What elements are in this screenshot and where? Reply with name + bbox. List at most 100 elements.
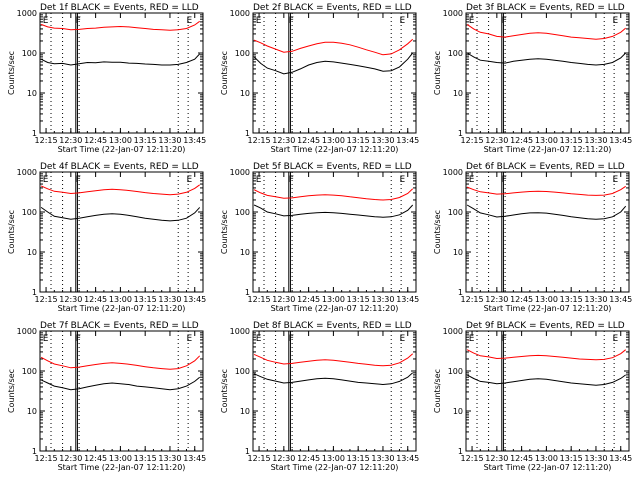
y-tick-label: 1 <box>32 129 37 138</box>
lld-series-line <box>466 185 626 196</box>
x-tick-label: 13:45 <box>396 454 419 463</box>
events-series-line <box>253 372 414 386</box>
panel-det-1: Det 1f BLACK = Events, RED = LLD 1 10 100 10… <box>7 3 206 154</box>
x-tick-label: 12:30 <box>59 454 82 463</box>
event-marker-letter: E <box>612 334 618 344</box>
y-tick-label: 1000 <box>230 168 250 177</box>
x-tick-label: 13:45 <box>396 295 419 304</box>
y-tick-label: 10 <box>453 407 463 416</box>
y-tick-label: 100 <box>448 367 463 376</box>
x-tick-label: 13:30 <box>371 136 394 145</box>
events-series-line <box>40 376 201 391</box>
x-tick-label: 13:15 <box>134 295 157 304</box>
y-tick-label: 1000 <box>230 327 250 336</box>
panel-title: Det 6f BLACK = Events, RED = LLD <box>466 162 625 172</box>
y-tick-label: 1000 <box>443 168 463 177</box>
x-tick-label: 12:45 <box>84 454 107 463</box>
y-axis-label: Counts/sec <box>433 210 442 254</box>
lld-series-line <box>466 349 627 361</box>
x-axis-label: Start Time (22-Jan-07 12:11:20) <box>58 145 186 154</box>
event-marker-letter: E <box>186 16 192 26</box>
y-tick-label: 100 <box>235 367 250 376</box>
event-marker-letter: F <box>502 175 507 185</box>
panel-title: Det 9f BLACK = Events, RED = LLD <box>466 321 625 331</box>
panel-title: Det 1f BLACK = Events, RED = LLD <box>40 3 199 13</box>
y-tick-label: 10 <box>27 89 37 98</box>
x-tick-label: 13:45 <box>609 454 632 463</box>
x-tick-label: 12:45 <box>297 295 320 304</box>
y-tick-label: 10 <box>240 89 250 98</box>
panel-det-3: Det 3f BLACK = Events, RED = LLD 1 10 100 10… <box>433 3 632 154</box>
y-tick-label: 100 <box>448 208 463 217</box>
x-tick-label: 12:45 <box>84 295 107 304</box>
event-marker-letter: E <box>612 175 618 185</box>
plot-frame <box>465 171 630 293</box>
x-tick-label: 12:15 <box>461 454 484 463</box>
lld-series-line <box>40 355 201 370</box>
x-tick-label: 12:45 <box>297 136 320 145</box>
events-series-line <box>253 52 414 75</box>
x-tick-label: 13:30 <box>158 454 181 463</box>
x-axis-label: Start Time (22-Jan-07 12:11:20) <box>484 304 612 313</box>
event-marker-letter: E <box>469 334 475 344</box>
x-tick-label: 12:30 <box>272 295 295 304</box>
x-tick-label: 13:15 <box>134 454 157 463</box>
y-tick-label: 1000 <box>443 9 463 18</box>
x-tick-label: 13:30 <box>371 454 394 463</box>
x-tick-label: 12:30 <box>59 136 82 145</box>
events-series-line <box>466 374 626 386</box>
x-tick-label: 13:00 <box>322 136 345 145</box>
x-tick-label: 13:30 <box>584 136 607 145</box>
y-tick-label: 10 <box>27 248 37 257</box>
panel-det-6: Det 6f BLACK = Events, RED = LLD 1 10 100 10… <box>433 162 632 313</box>
panel-title: Det 7f BLACK = Events, RED = LLD <box>40 321 199 331</box>
event-marker-letter: E <box>256 16 262 26</box>
x-tick-label: 13:15 <box>134 136 157 145</box>
event-marker-letter: F <box>502 16 507 26</box>
event-marker-letter: F <box>289 16 294 26</box>
x-tick-label: 13:30 <box>158 295 181 304</box>
x-tick-label: 13:00 <box>322 295 345 304</box>
y-tick-label: 100 <box>22 208 37 217</box>
panel-title: Det 8f BLACK = Events, RED = LLD <box>253 321 412 331</box>
x-tick-label: 13:00 <box>109 454 132 463</box>
x-tick-label: 12:30 <box>272 454 295 463</box>
lld-series-line <box>253 188 414 201</box>
x-tick-label: 13:30 <box>158 136 181 145</box>
x-tick-label: 13:30 <box>371 295 394 304</box>
x-axis-label: Start Time (22-Jan-07 12:11:20) <box>484 463 612 472</box>
x-tick-label: 13:15 <box>347 136 370 145</box>
x-tick-label: 13:45 <box>609 295 632 304</box>
y-tick-label: 1 <box>458 288 463 297</box>
x-tick-label: 13:15 <box>560 454 583 463</box>
x-axis-label: Start Time (22-Jan-07 12:11:20) <box>58 304 186 313</box>
y-tick-label: 1000 <box>17 168 37 177</box>
x-tick-label: 12:15 <box>248 136 271 145</box>
y-axis-label: Counts/sec <box>7 369 16 413</box>
plot-frame <box>39 171 204 293</box>
panel-det-7: Det 7f BLACK = Events, RED = LLD 1 10 100 10… <box>7 321 206 472</box>
x-tick-label: 13:00 <box>109 136 132 145</box>
y-axis-label: Counts/sec <box>7 210 16 254</box>
y-tick-label: 1000 <box>230 9 250 18</box>
x-tick-label: 12:15 <box>461 136 484 145</box>
x-tick-label: 12:45 <box>510 454 533 463</box>
x-tick-label: 13:00 <box>535 295 558 304</box>
lld-series-line <box>466 23 627 40</box>
event-marker-letter: E <box>469 16 475 26</box>
event-marker-letter: E <box>399 16 405 26</box>
x-tick-label: 12:15 <box>248 295 271 304</box>
event-marker-letter: E <box>43 175 49 185</box>
y-tick-label: 1 <box>458 447 463 456</box>
x-tick-label: 12:30 <box>59 295 82 304</box>
lld-series-line <box>40 20 200 31</box>
event-marker-letter: F <box>76 334 81 344</box>
x-tick-label: 13:45 <box>183 136 206 145</box>
event-marker-letter: E <box>256 334 262 344</box>
plot-frame <box>252 12 417 134</box>
y-tick-label: 1 <box>245 129 250 138</box>
plot-frame <box>39 330 204 452</box>
panel-det-2: Det 2f BLACK = Events, RED = LLD 1 10 100 10… <box>220 3 419 154</box>
x-tick-label: 13:15 <box>560 295 583 304</box>
